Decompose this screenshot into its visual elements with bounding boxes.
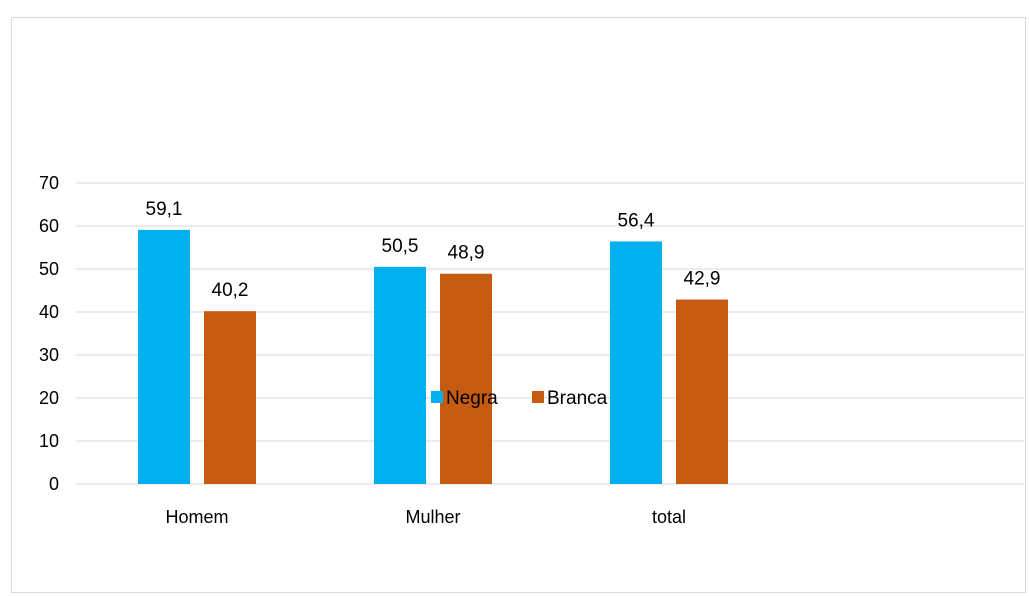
- y-tick-label: 30: [39, 345, 59, 365]
- y-tick-label: 70: [39, 173, 59, 193]
- x-tick-label: Mulher: [405, 507, 460, 527]
- y-tick-label: 0: [49, 474, 59, 494]
- data-label: 59,1: [146, 199, 183, 220]
- legend: Negra Branca: [431, 388, 608, 409]
- x-tick-label: Homem: [165, 507, 228, 527]
- bar-negra-total: [610, 241, 662, 484]
- bar-branca-homem: [204, 311, 256, 484]
- bar-branca-mulher: [440, 273, 492, 484]
- data-label: 50,5: [382, 236, 419, 257]
- y-tick-label: 40: [39, 302, 59, 322]
- bar-negra-mulher: [374, 266, 426, 484]
- bar-branca-total: [676, 299, 728, 484]
- data-label: 56,4: [618, 210, 655, 231]
- legend-label-branca: Branca: [547, 388, 608, 409]
- x-axis-tick-labels: Homem Mulher total: [165, 507, 686, 527]
- data-labels: 59,1 40,2 50,5 48,9 56,4 42,9: [146, 199, 721, 301]
- y-tick-label: 20: [39, 388, 59, 408]
- legend-swatch-negra: [431, 391, 443, 403]
- y-axis-tick-labels: 0 10 20 30 40 50 60 70: [39, 173, 59, 494]
- bar-negra-homem: [138, 229, 190, 484]
- data-label: 48,9: [448, 243, 485, 264]
- data-label: 40,2: [212, 280, 249, 301]
- y-tick-label: 50: [39, 259, 59, 279]
- bars: [138, 229, 728, 484]
- y-tick-label: 60: [39, 216, 59, 236]
- legend-label-negra: Negra: [446, 388, 498, 409]
- x-tick-label: total: [652, 507, 686, 527]
- y-tick-label: 10: [39, 431, 59, 451]
- data-label: 42,9: [684, 269, 721, 290]
- legend-swatch-branca: [532, 391, 544, 403]
